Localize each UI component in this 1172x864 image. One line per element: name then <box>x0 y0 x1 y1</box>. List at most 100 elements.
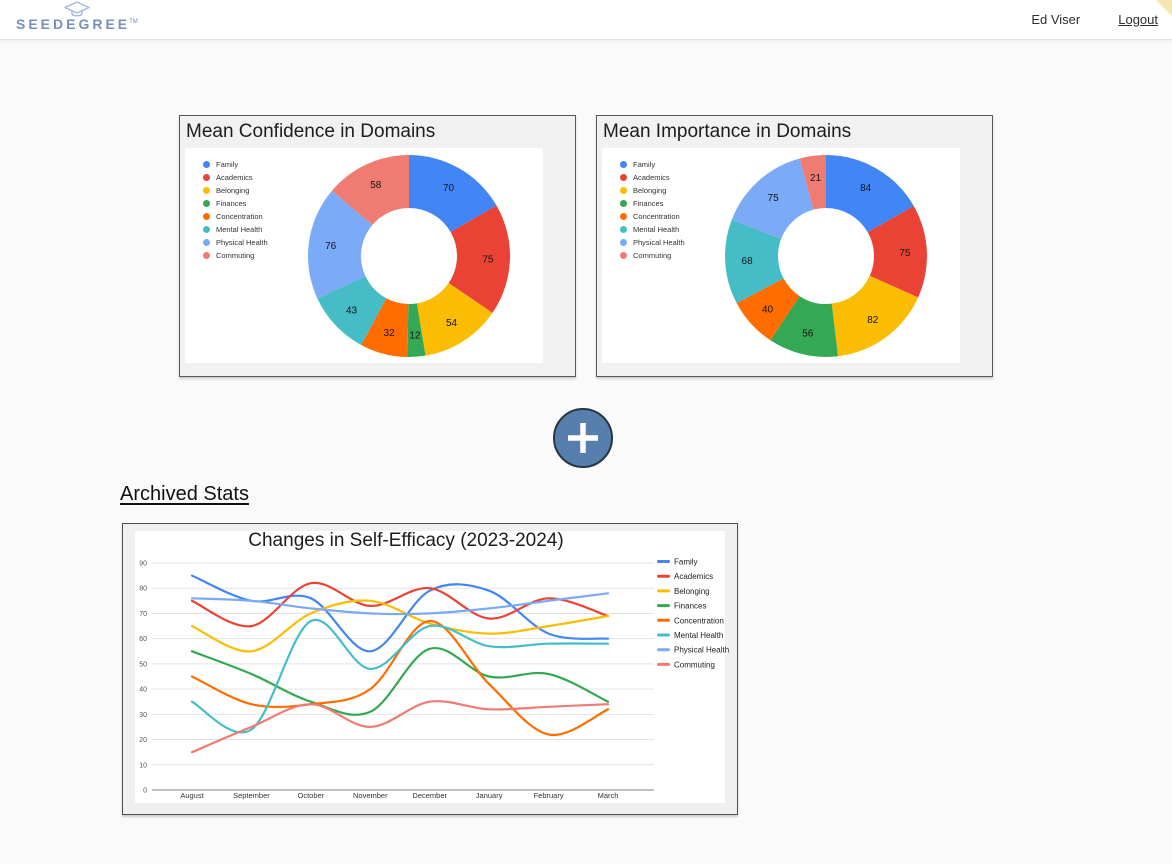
line-legend-label: Concentration <box>674 616 724 625</box>
confidence-chart-card: Mean Confidence in Domains Family Academi… <box>179 115 576 377</box>
donut-slice-academics <box>867 206 928 298</box>
legend-dot-icon <box>620 174 627 181</box>
donut-chart: 70 75 54 12 32 43 76 58 <box>307 155 511 358</box>
donut-legend: Family Academics Belonging Finances Concentr… <box>620 158 685 262</box>
corner-accent <box>1156 0 1172 16</box>
archived-stats-heading: Archived Stats <box>120 483 249 505</box>
logout-link[interactable]: Logout <box>1118 11 1158 27</box>
legend-item: Belonging <box>620 184 685 197</box>
graduation-cap-icon <box>64 1 90 17</box>
y-tick-label: 80 <box>139 586 147 593</box>
donut-slice-mental-health <box>725 219 784 304</box>
y-tick-label: 30 <box>139 712 147 719</box>
brand-trademark: TM <box>129 18 138 25</box>
x-tick-label: March <box>598 791 619 800</box>
legend-dot-icon <box>620 200 627 207</box>
line-legend-dash-icon <box>657 604 670 608</box>
donut-value-label: 75 <box>768 193 780 204</box>
legend-label: Mental Health <box>216 225 263 234</box>
donut-slice-finances <box>770 296 838 357</box>
legend-dot-icon <box>620 226 627 233</box>
donut-slice-finances <box>407 303 426 358</box>
donut-slice-concentration <box>361 298 409 357</box>
legend-label: Commuting <box>633 251 672 260</box>
legend-label: Concentration <box>633 212 680 221</box>
legend-item: Belonging <box>203 184 268 197</box>
brand-logo[interactable]: SEEDEGREETM <box>16 1 138 34</box>
donut-value-label: 43 <box>346 306 358 317</box>
x-tick-label: February <box>534 791 564 800</box>
donut-slice-academics <box>448 205 511 313</box>
x-tick-label: November <box>353 791 388 800</box>
legend-dot-icon <box>620 161 627 168</box>
donut-value-label: 32 <box>384 328 396 339</box>
legend-item: Mental Health <box>620 223 685 236</box>
legend-label: Academics <box>633 173 670 182</box>
importance-chart-card: Mean Importance in Domains Family Academi… <box>596 115 993 377</box>
legend-item: Academics <box>620 171 685 184</box>
legend-item: Physical Health <box>203 236 268 249</box>
donut-slice-physical-health <box>307 190 373 299</box>
legend-item: Academics <box>203 171 268 184</box>
donut-slice-family <box>826 155 914 233</box>
donut-value-label: 68 <box>742 256 754 267</box>
y-tick-label: 10 <box>139 762 147 769</box>
donut-value-label: 70 <box>443 183 455 194</box>
chart-title: Mean Confidence in Domains <box>186 121 436 142</box>
donut-value-label: 76 <box>325 241 337 252</box>
donut-slice-concentration <box>736 278 800 341</box>
plus-icon <box>568 423 598 453</box>
donut-legend: Family Academics Belonging Finances Concentr… <box>203 158 268 262</box>
donut-slice-belonging <box>831 275 919 357</box>
line-legend-dash-icon <box>657 633 670 637</box>
legend-item: Concentration <box>203 210 268 223</box>
chart-body: Family Academics Belonging Finances Concentr… <box>185 148 543 363</box>
donut-slice-commuting <box>331 155 409 225</box>
line-legend-dash-icon <box>657 589 670 593</box>
legend-item: Commuting <box>203 249 268 262</box>
add-chart-button[interactable] <box>553 408 613 468</box>
legend-label: Belonging <box>633 186 667 195</box>
y-tick-label: 50 <box>139 661 147 668</box>
legend-label: Physical Health <box>216 238 268 247</box>
line-legend-label: Physical Health <box>674 646 729 655</box>
line-legend-dash-icon <box>657 560 670 563</box>
donut-value-label: 58 <box>370 180 382 191</box>
donut-value-label: 75 <box>899 248 911 259</box>
y-tick-label: 90 <box>139 561 147 568</box>
archived-line-chart-card: Changes in Self-Efficacy (2023-2024) 0 10… <box>122 523 738 815</box>
chart-body: Family Academics Belonging Finances Concentr… <box>602 148 960 363</box>
y-tick-label: 40 <box>139 687 147 694</box>
line-legend-label: Belonging <box>674 587 710 596</box>
donut-slice-physical-health <box>731 158 814 239</box>
line-legend-label: Finances <box>674 602 706 611</box>
x-tick-label: October <box>298 791 325 800</box>
legend-label: Commuting <box>216 251 255 260</box>
donut-value-label: 75 <box>482 255 494 266</box>
line-legend-label: Commuting <box>674 660 715 669</box>
donut-value-label: 82 <box>867 315 879 326</box>
line-legend-label: Academics <box>674 572 713 581</box>
legend-label: Family <box>633 160 656 169</box>
legend-dot-icon <box>620 239 627 246</box>
legend-item: Finances <box>620 197 685 210</box>
legend-label: Finances <box>633 199 664 208</box>
donut-slice-mental-health <box>317 276 387 345</box>
legend-item: Physical Health <box>620 236 685 249</box>
app-header: SEEDEGREETM Ed Viser Logout <box>0 0 1172 40</box>
legend-dot-icon <box>203 213 210 220</box>
legend-dot-icon <box>203 187 210 194</box>
series-line-academics <box>190 581 610 628</box>
donut-chart: 84 75 82 56 40 68 75 21 <box>725 155 928 357</box>
y-tick-label: 70 <box>139 611 147 618</box>
series-line-finances <box>190 646 610 716</box>
y-tick-label: 60 <box>139 636 147 643</box>
line-legend-dash-icon <box>657 648 670 652</box>
legend-item: Mental Health <box>203 223 268 236</box>
x-tick-label: September <box>233 791 270 800</box>
legend-label: Physical Health <box>633 238 685 247</box>
chart-title: Mean Importance in Domains <box>603 121 852 142</box>
y-tick-label: 20 <box>139 737 147 744</box>
line-legend-dash-icon <box>657 618 670 622</box>
